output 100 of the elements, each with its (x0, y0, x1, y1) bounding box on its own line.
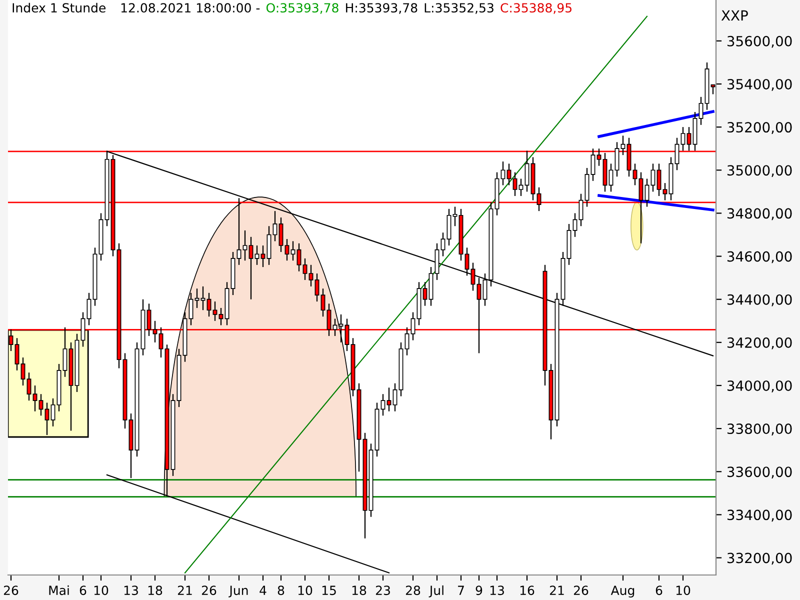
x-tick-label: 15 (322, 586, 336, 596)
y-tick-label: 33800,00 (727, 424, 792, 436)
text: XXP (721, 10, 748, 21)
x-tick-label: 23 (376, 586, 390, 596)
x-tick-label: 26 (202, 586, 216, 596)
x-tick-label: Jun (228, 586, 248, 598)
y-tick-label: 35400,00 (727, 78, 792, 91)
y-tick-label: 33400,00 (727, 510, 792, 522)
x-tick-label: 7 (458, 586, 464, 595)
x-tick-label: 10 (298, 586, 312, 596)
candlestick (290, 240, 296, 262)
x-tick-label: 10 (676, 586, 690, 596)
candlestick (506, 163, 512, 186)
y-tick-label: 33200,00 (727, 552, 792, 565)
candlestick (680, 126, 686, 152)
y-tick-label: 34200,00 (727, 337, 792, 350)
x-tick-label: 26 (574, 586, 588, 596)
chart-title: Index 1 Stunde (12, 2, 106, 13)
candlestick (20, 356, 26, 386)
candlestick (452, 206, 458, 227)
x-tick-label: 4 (260, 586, 266, 595)
candlestick (512, 172, 518, 197)
candlestick (518, 178, 524, 197)
annotation: H:35393,78 (346, 3, 418, 14)
candlestick (194, 288, 200, 309)
candlestick (404, 326, 410, 356)
candlestick (14, 338, 20, 371)
candlestick (272, 210, 278, 242)
candlestick (254, 244, 260, 266)
candlestick (656, 163, 662, 197)
candlestick (200, 286, 206, 311)
candlestick (278, 216, 284, 253)
candlestick (284, 238, 290, 262)
x-tick-label: 18 (148, 586, 162, 596)
candlestick (578, 193, 584, 227)
x-tick-label: 8 (278, 586, 284, 596)
candlestick (650, 163, 656, 192)
candlestick (380, 394, 386, 416)
candlestick (482, 272, 488, 306)
candlestick (212, 300, 218, 322)
y-tick-label: 35600,00 (727, 36, 792, 48)
candlestick (26, 372, 32, 402)
candlestick (446, 208, 452, 246)
candlestick (572, 212, 578, 238)
candlestick (206, 292, 212, 318)
candlestick (320, 288, 326, 318)
y-tick-label: 35000,00 (727, 165, 792, 178)
candlestick (434, 242, 440, 281)
y-tick-label: 35200,00 (727, 122, 792, 134)
candlestick (608, 163, 614, 192)
candlestick (590, 148, 596, 182)
x-tick-label: 26 (4, 586, 18, 596)
candlestick (86, 292, 92, 326)
candlestick (218, 307, 224, 326)
x-tick-label: 13 (490, 586, 504, 596)
annotation: L:35352,53 (424, 3, 494, 14)
candlestick (698, 96, 704, 126)
candlestick (632, 163, 638, 186)
x-tick-label: 10 (94, 586, 108, 596)
x-tick-label: Mai (49, 585, 69, 596)
candlestick (422, 282, 428, 306)
x-tick-label: 28 (406, 586, 420, 596)
x-tick-label: Jul (428, 585, 444, 598)
candlestick (464, 247, 470, 276)
candlestick (38, 394, 44, 416)
candlestick (500, 160, 506, 186)
candlestick (314, 272, 320, 302)
candlestick (32, 384, 38, 412)
candlestick (386, 387, 392, 412)
candlestick (302, 258, 308, 281)
x-tick-label: 21 (178, 586, 192, 595)
candlestick (620, 135, 626, 156)
candlestick (242, 230, 248, 262)
y-tick-label: 34600,00 (727, 251, 792, 264)
y-tick-label: 34000,00 (727, 380, 792, 392)
x-tick-label: Aug (610, 586, 634, 598)
candlestick (248, 236, 254, 300)
candlestick (260, 244, 266, 268)
x-tick-label: 21 (550, 586, 564, 595)
x-tick-label: 6 (80, 586, 86, 596)
x-tick-label: 13 (124, 586, 138, 596)
candlestick (440, 232, 446, 257)
annotation: C:35388,95 (500, 3, 572, 14)
chart-subtitle: 12.08.2021 18:00:00 - (121, 3, 260, 13)
candlestick (674, 137, 680, 171)
annotation: O:35393,78 (266, 3, 338, 14)
x-tick-label: 9 (476, 586, 482, 596)
candlestick (266, 226, 272, 266)
candlestick (308, 264, 314, 287)
y-tick-label: 34400,00 (727, 294, 792, 306)
candlestick (392, 382, 398, 412)
x-tick-label: 16 (520, 586, 534, 596)
candlestick (614, 142, 620, 178)
x-tick-label: 18 (352, 586, 366, 596)
y-tick-label: 33600,00 (727, 466, 792, 479)
candlestick (188, 292, 194, 326)
candlestick (50, 398, 56, 427)
y-tick-label: 34800,00 (727, 208, 792, 220)
candlestick (332, 318, 338, 337)
x-tick-label: 6 (656, 586, 662, 596)
